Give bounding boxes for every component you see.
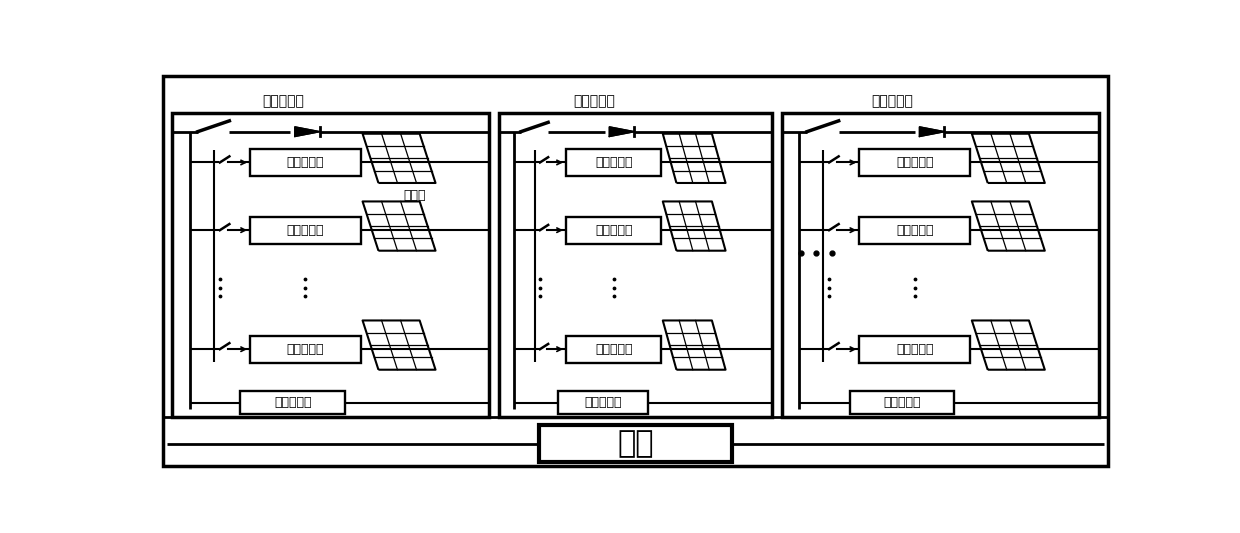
- Bar: [558, 391, 647, 415]
- Polygon shape: [295, 127, 320, 136]
- Text: 旁路继电器: 旁路继电器: [872, 94, 914, 108]
- Text: 欠流继电器: 欠流继电器: [286, 343, 324, 356]
- Text: 过压继电器: 过压继电器: [883, 396, 921, 409]
- Text: 欠流继电器: 欠流继电器: [286, 156, 324, 169]
- Text: 光伏板: 光伏板: [404, 189, 427, 202]
- Text: 欠流继电器: 欠流继电器: [286, 224, 324, 237]
- Bar: [859, 149, 970, 176]
- Text: 负载: 负载: [618, 429, 653, 458]
- Polygon shape: [609, 127, 635, 136]
- Bar: [859, 217, 970, 244]
- Bar: [859, 336, 970, 362]
- Bar: [498, 113, 773, 417]
- Bar: [539, 425, 732, 462]
- Text: 欠流继电器: 欠流继电器: [595, 224, 632, 237]
- Bar: [565, 336, 661, 362]
- Text: 过压继电器: 过压继电器: [274, 396, 311, 409]
- Bar: [250, 336, 361, 362]
- Bar: [565, 149, 661, 176]
- Bar: [241, 391, 345, 415]
- Text: 欠流继电器: 欠流继电器: [897, 156, 934, 169]
- Text: 旁路继电器: 旁路继电器: [263, 94, 304, 108]
- Text: 欠流继电器: 欠流继电器: [595, 343, 632, 356]
- Text: 欠流继电器: 欠流继电器: [595, 156, 632, 169]
- Text: 过压继电器: 过压继电器: [584, 396, 621, 409]
- Bar: [781, 113, 1099, 417]
- Bar: [250, 217, 361, 244]
- Text: 欠流继电器: 欠流继电器: [897, 224, 934, 237]
- Polygon shape: [920, 127, 945, 136]
- Bar: [565, 217, 661, 244]
- Text: 旁路继电器: 旁路继电器: [574, 94, 615, 108]
- Bar: [172, 113, 490, 417]
- Bar: [250, 149, 361, 176]
- Bar: [849, 391, 955, 415]
- Text: 欠流继电器: 欠流继电器: [897, 343, 934, 356]
